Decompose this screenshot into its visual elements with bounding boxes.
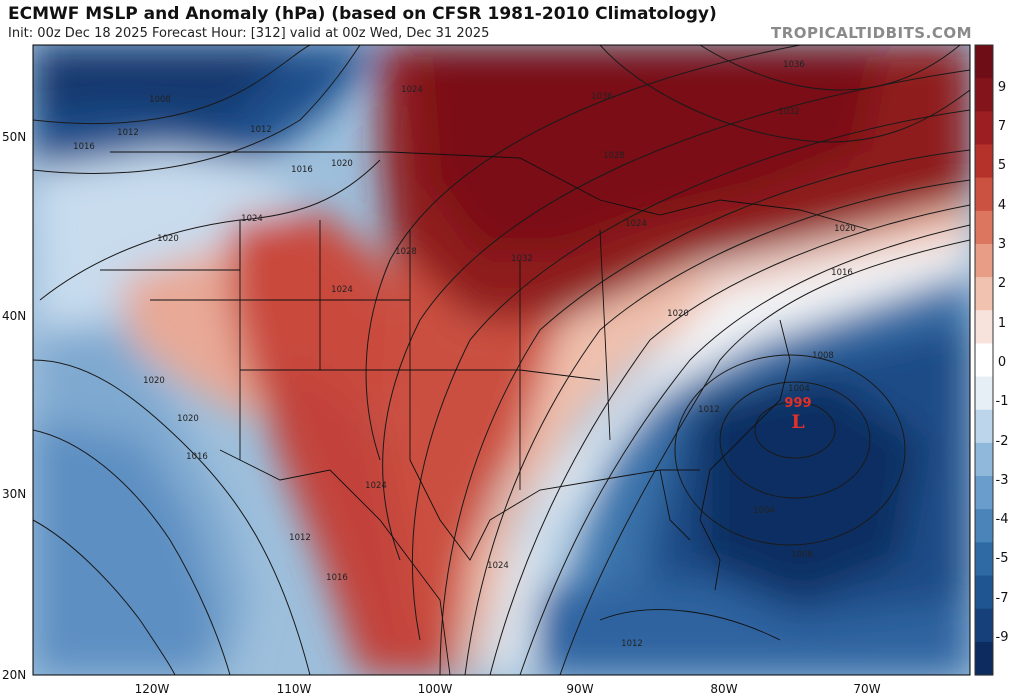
lat-labels: 50N 40N 30N 20N (2, 130, 26, 682)
colorbar-tick-neg3: -3 (996, 473, 1009, 488)
isobar-label: 1020 (157, 234, 179, 244)
political-borders (100, 151, 871, 675)
lon-label-100w: 100W (418, 682, 453, 696)
isobar-label: 1012 (250, 125, 272, 135)
isobar-label: 1004 (788, 384, 810, 394)
colorbar-tick-2: 2 (998, 276, 1006, 291)
colorbar-swatch (975, 476, 993, 510)
colorbar-swatch (975, 376, 993, 411)
map-subtitle: Init: 00z Dec 18 2025 Forecast Hour: [31… (8, 26, 490, 41)
lat-label-20n: 20N (2, 668, 26, 682)
colorbar-swatch (975, 45, 993, 79)
colorbar-tick-neg2: -2 (996, 434, 1009, 449)
colorbar-tick-3: 3 (998, 237, 1006, 252)
colorbar-swatch (975, 343, 993, 378)
lon-label-70w: 70W (853, 682, 880, 696)
isobar-label: 1020 (143, 376, 165, 386)
colorbar-labels: 9 7 5 4 3 2 1 0 -1 -2 -3 -4 -5 -7 -9 (996, 80, 1009, 645)
isobar-label: 1012 (117, 128, 139, 138)
lat-label-50n: 50N (2, 130, 26, 144)
colorbar-swatch (975, 210, 993, 245)
colorbar-tick-7: 7 (998, 119, 1006, 134)
colorbar-swatch (975, 542, 993, 577)
low-symbol: L (791, 411, 804, 433)
colorbar-swatch (975, 111, 993, 146)
map-frame (32, 44, 971, 676)
isobar-label: 1004 (753, 506, 775, 516)
isobar-label: 1028 (395, 247, 417, 257)
isobar-label: 1016 (186, 452, 208, 462)
colorbar-swatch (975, 575, 993, 610)
isobar-label: 1024 (625, 219, 647, 229)
colorbar-swatch (975, 277, 993, 311)
colorbar-swatch (975, 409, 993, 444)
colorbar-tick-neg7: -7 (996, 591, 1009, 606)
isobar-label: 1036 (591, 92, 613, 102)
isobar-label: 1016 (831, 268, 853, 278)
lat-label-40n: 40N (2, 309, 26, 323)
lon-labels: 120W 110W 100W 90W 80W 70W (135, 682, 881, 696)
colorbar-swatch (975, 608, 993, 643)
isobar-label: 1020 (177, 414, 199, 424)
isobar-label: 1016 (73, 142, 95, 152)
isobar-label: 1020 (834, 224, 856, 234)
colorbar-swatch (975, 177, 993, 212)
lon-label-90w: 90W (566, 682, 593, 696)
colorbar-tick-0: 0 (998, 355, 1006, 370)
lon-label-80w: 80W (710, 682, 737, 696)
isobar-label: 1032 (511, 254, 533, 264)
isobar-labels: 1036 1032 1028 1028 1024 1024 1024 1024 … (73, 60, 856, 649)
colorbar-swatch (975, 509, 993, 543)
isobar-label: 1008 (791, 550, 813, 560)
colorbar-swatch (975, 243, 993, 278)
colorbar-frame (974, 44, 994, 676)
isobar-label: 1036 (783, 60, 805, 70)
isobar-label: 1008 (812, 351, 834, 361)
colorbar-tick-4: 4 (998, 198, 1006, 213)
colorbar (974, 44, 994, 676)
colorbar-swatch (975, 310, 993, 345)
lat-label-30n: 30N (2, 487, 26, 501)
colorbar-tick-neg5: -5 (996, 551, 1009, 566)
colorbar-tick-neg9: -9 (996, 630, 1009, 645)
colorbar-tick-neg4: -4 (996, 512, 1009, 527)
isobar-label: 1016 (291, 165, 313, 175)
colorbar-tick-1: 1 (998, 316, 1006, 331)
isobar-label: 1028 (603, 151, 625, 161)
isobar-label: 1012 (698, 405, 720, 415)
colorbar-tick-5: 5 (998, 158, 1006, 173)
isobar-label: 1024 (241, 214, 263, 224)
lon-label-120w: 120W (135, 682, 170, 696)
brand-watermark: TROPICALTIDBITS.COM (771, 24, 972, 42)
isobar-label: 1024 (401, 85, 423, 95)
lon-label-110w: 110W (277, 682, 312, 696)
colorbar-tick-neg1: -1 (996, 394, 1009, 409)
isobar-label: 1020 (331, 159, 353, 169)
map-title: ECMWF MSLP and Anomaly (hPa) (based on C… (8, 4, 717, 24)
colorbar-tick-9: 9 (998, 80, 1006, 95)
isobar-label: 1024 (365, 481, 387, 491)
colorbar-swatch (975, 78, 993, 112)
isobar-label: 1032 (778, 107, 800, 117)
colorbar-swatch (975, 442, 993, 477)
low-pressure-value: 999 (784, 396, 811, 411)
isobar-label: 1008 (149, 95, 171, 105)
colorbar-swatch (975, 641, 993, 676)
low-pressure-center: 999 L (784, 396, 811, 433)
colorbar-swatch (975, 144, 993, 179)
isobar-label: 1024 (487, 561, 509, 571)
isobar-label: 1012 (289, 533, 311, 543)
isobar-label: 1012 (621, 639, 643, 649)
isobar-label: 1016 (326, 573, 348, 583)
isobar-label: 1024 (331, 285, 353, 295)
isobar-label: 1020 (667, 309, 689, 319)
